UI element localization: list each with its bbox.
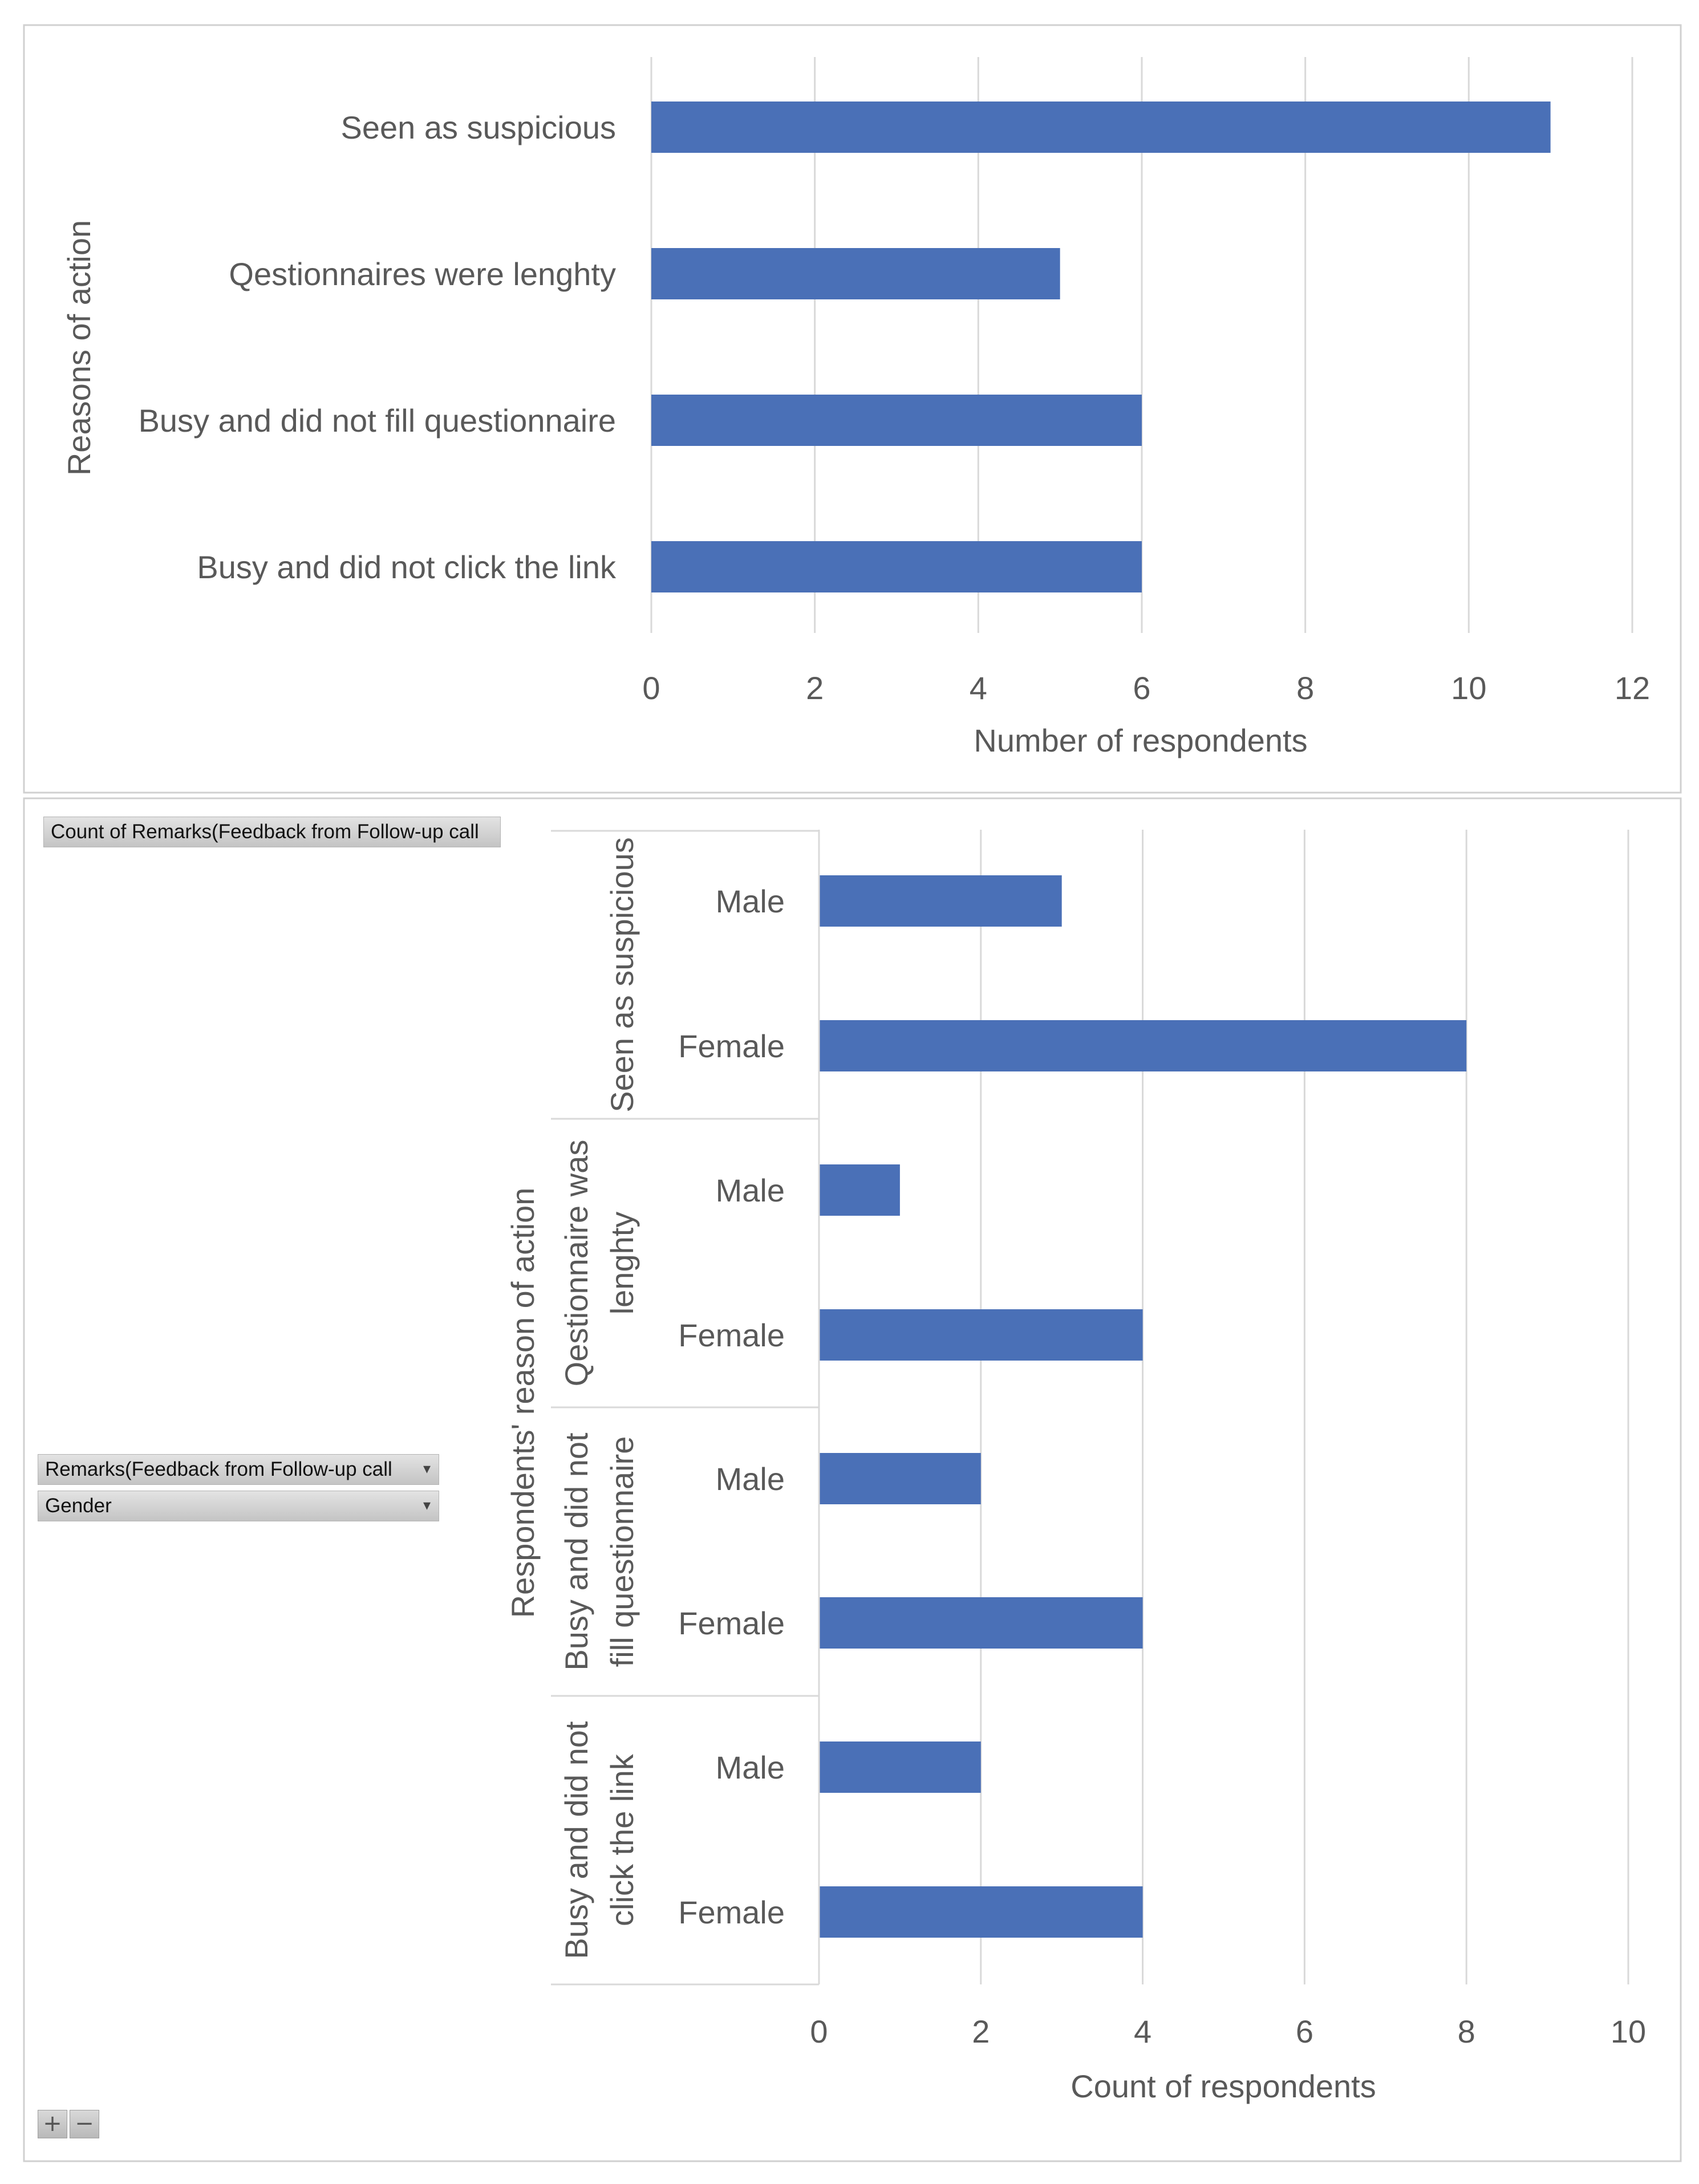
chart2-gender-label: Male <box>716 1749 785 1785</box>
chart1-x-tick-label: 0 <box>642 670 660 706</box>
expand-field-button[interactable]: + <box>38 2110 67 2138</box>
chart2-gender-label: Male <box>716 1172 785 1208</box>
chart1-x-tick-label: 4 <box>970 670 987 706</box>
chart1-bar <box>651 102 1551 153</box>
chart2-bar <box>819 1164 900 1216</box>
chart2-y-axis-title: Respondents' reason of action <box>505 1188 541 1618</box>
chart2-gender-label: Male <box>716 1461 785 1497</box>
chart1-bars <box>651 102 1551 592</box>
chart2-group-label: lenghty <box>604 1212 640 1315</box>
chart1-x-tick-label: 6 <box>1133 670 1150 706</box>
chevron-down-icon[interactable]: ▾ <box>423 1496 431 1513</box>
chart2-gender-labels: Male Female Male Female Male Female Male Female <box>678 883 785 1930</box>
chart1-gridlines <box>650 57 1633 633</box>
chart2-bar <box>819 1597 1143 1649</box>
chart2-gender-label: Female <box>678 1317 785 1353</box>
chart1-x-tick-label: 2 <box>806 670 824 706</box>
pivot-row-field-remarks-label: Remarks(Feedback from Follow-up call <box>45 1458 392 1480</box>
chart2-group-label: click the link <box>604 1753 640 1926</box>
chart1-category-label: Busy and did not click the link <box>197 549 617 585</box>
chart1-x-tick-label: 12 <box>1615 670 1650 706</box>
chart2-group-label: Busy and did not <box>558 1721 594 1959</box>
chart1-category-label: Qestionnaires were lenghty <box>229 256 616 292</box>
chart1-x-axis-title: Number of respondents <box>974 722 1307 758</box>
chart1-category-label: Seen as suspicious <box>340 109 616 145</box>
chart1-x-tick-labels: 0 2 4 6 8 10 12 <box>642 670 1650 706</box>
chart2-bar <box>819 1309 1143 1361</box>
minus-icon: − <box>75 2110 94 2137</box>
chart1-x-tick-label: 10 <box>1451 670 1486 706</box>
chart2-bars <box>819 875 1467 1938</box>
chart2-gender-label: Female <box>678 1894 785 1930</box>
chart2-x-axis-title: Count of respondents <box>1071 2068 1376 2104</box>
chart2-group-label: Busy and did not <box>558 1432 594 1671</box>
chart2-group-labels: Seen as suspicious Qestionnaire was lenght… <box>558 837 640 1959</box>
pivot-row-field-gender-label: Gender <box>45 1495 112 1517</box>
collapse-field-button[interactable]: − <box>70 2110 99 2138</box>
chart2-x-tick-label: 4 <box>1134 2013 1151 2049</box>
chart1-x-tick-label: 8 <box>1296 670 1314 706</box>
chart1-y-axis-title: Reasons of action <box>61 220 97 476</box>
chevron-down-icon[interactable]: ▾ <box>423 1460 431 1477</box>
pivot-row-field-gender-button[interactable]: Gender ▾ <box>38 1491 439 1521</box>
chart2-group-label: Qestionnaire was <box>558 1140 594 1387</box>
chart2-x-tick-label: 0 <box>810 2013 828 2049</box>
chart2-x-tick-label: 10 <box>1611 2013 1646 2049</box>
chart2-x-tick-labels: 0 2 4 6 8 10 <box>810 2013 1646 2049</box>
chart1-bar <box>651 541 1142 592</box>
chart2-x-tick-label: 8 <box>1458 2013 1475 2049</box>
chart1-bar <box>651 248 1060 299</box>
chart1-category-label: Busy and did not fill questionnaire <box>139 403 616 439</box>
chart2-bar <box>819 1741 981 1793</box>
plus-icon: + <box>43 2110 62 2137</box>
chart2-bar <box>819 1886 1143 1938</box>
pivot-value-field-button[interactable]: Count of Remarks(Feedback from Follow-up… <box>43 817 501 847</box>
chart2-gender-label: Female <box>678 1028 785 1064</box>
chart1-bar <box>651 395 1142 446</box>
chart2-category-separators <box>551 830 820 1986</box>
chart2-group-label: Seen as suspicious <box>604 837 640 1113</box>
chart2-gender-label: Female <box>678 1605 785 1641</box>
chart2-gender-label: Male <box>716 883 785 919</box>
chart2-bar <box>819 1020 1467 1071</box>
chart2-x-tick-label: 2 <box>972 2013 990 2049</box>
pivot-row-field-remarks-button[interactable]: Remarks(Feedback from Follow-up call ▾ <box>38 1454 439 1485</box>
chart2-x-tick-label: 6 <box>1296 2013 1313 2049</box>
chart2-bar <box>819 875 1062 927</box>
chart2-bar <box>819 1453 981 1504</box>
chart2-group-label: fill questionnaire <box>604 1436 640 1667</box>
pivot-value-field-label: Count of Remarks(Feedback from Follow-up… <box>51 821 479 843</box>
chart1-category-labels: Seen as suspicious Qestionnaires were len… <box>139 109 617 585</box>
